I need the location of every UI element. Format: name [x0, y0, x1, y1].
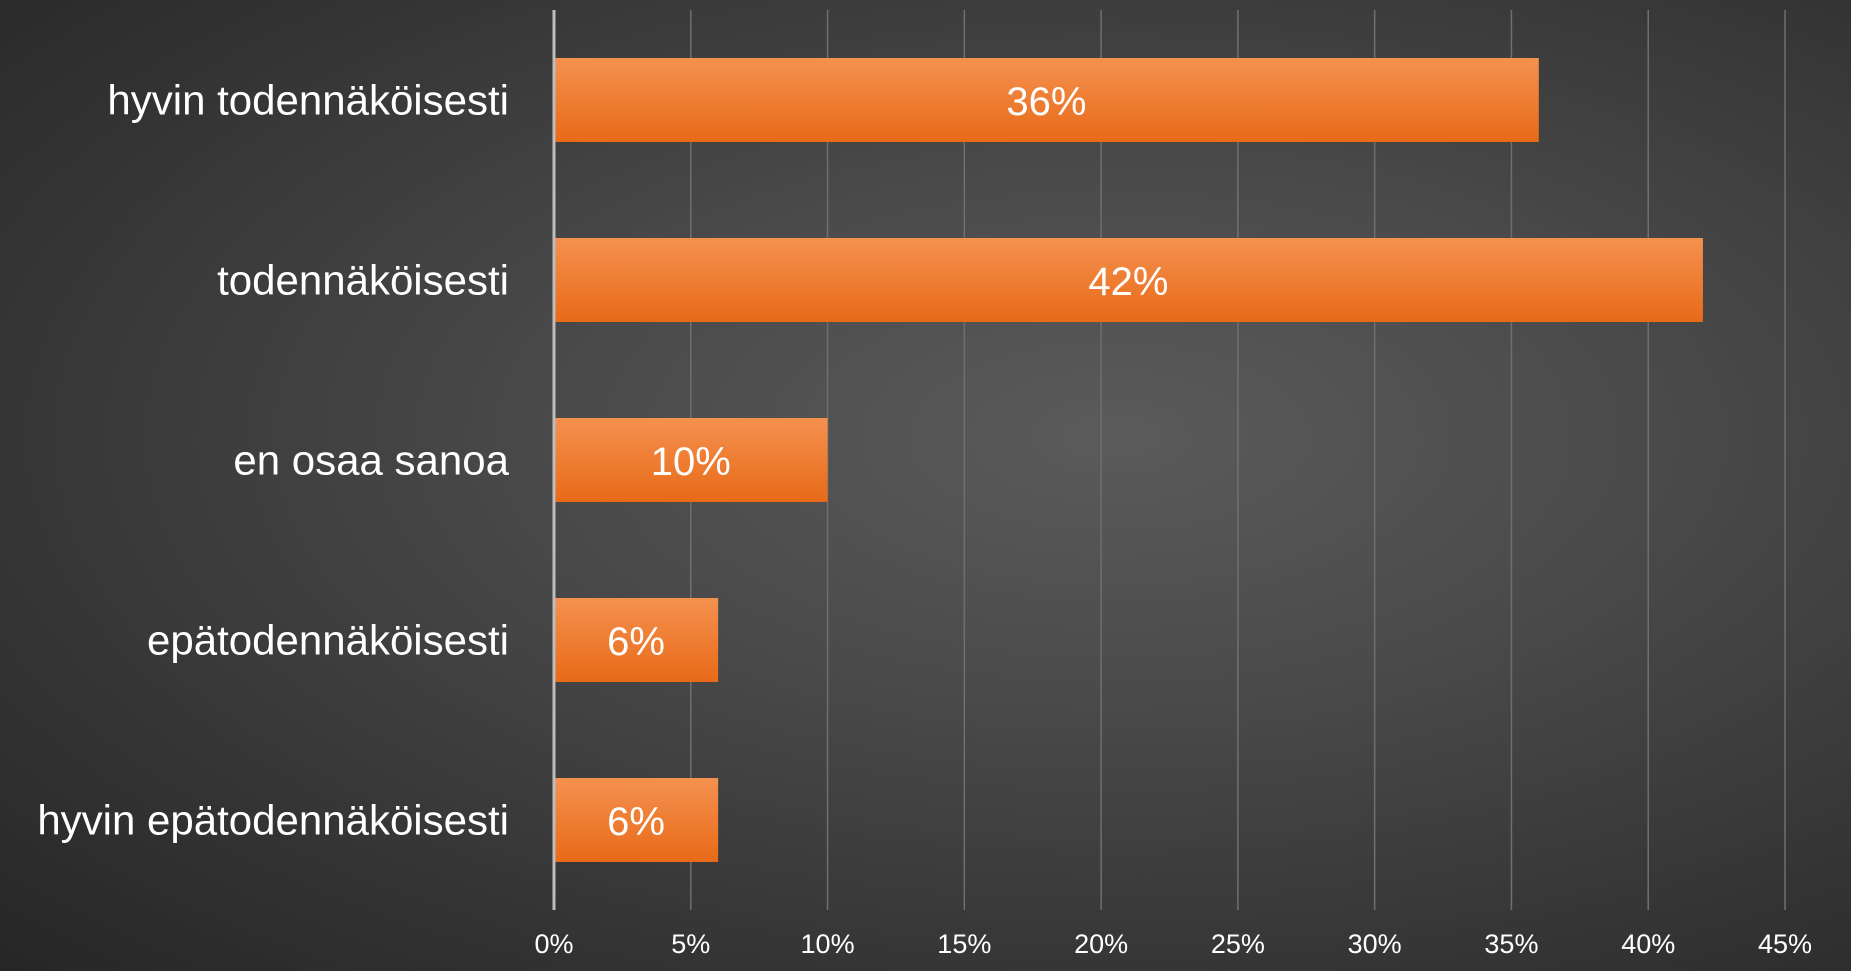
data-label-0: 36%	[1006, 80, 1086, 124]
data-label-2: 10%	[651, 440, 731, 484]
category-label-3: epätodennäköisesti	[147, 617, 509, 664]
data-label-1: 42%	[1088, 260, 1168, 304]
x-tick-label-15: 15%	[937, 929, 991, 959]
x-tick-label-30: 30%	[1348, 929, 1402, 959]
bars	[554, 58, 1703, 862]
x-tick-label-0: 0%	[534, 929, 573, 959]
gridlines	[690, 10, 1786, 910]
bar-3	[554, 598, 719, 682]
x-tick-label-20: 20%	[1074, 929, 1128, 959]
x-tick-label-5: 5%	[671, 929, 710, 959]
x-tick-label-35: 35%	[1484, 929, 1538, 959]
category-label-2: en osaa sanoa	[233, 437, 509, 484]
category-label-1: todennäköisesti	[217, 257, 509, 304]
category-labels: hyvin todennäköisesti todennäköisesti en o…	[37, 77, 509, 844]
data-labels: 36% 42% 10% 6% 6%	[607, 80, 1168, 844]
category-label-0: hyvin todennäköisesti	[107, 77, 509, 124]
bar-2	[554, 418, 828, 502]
category-label-4: hyvin epätodennäköisesti	[37, 797, 509, 844]
bar-0	[554, 58, 1539, 142]
data-label-3: 6%	[607, 620, 665, 664]
x-tick-labels: 0% 5% 10% 15% 20% 25% 30% 35% 40% 45%	[534, 929, 1812, 959]
x-tick-label-45: 45%	[1758, 929, 1812, 959]
data-label-4: 6%	[607, 800, 665, 844]
bar-4	[554, 778, 719, 862]
x-tick-label-25: 25%	[1211, 929, 1265, 959]
bar-1	[554, 238, 1703, 322]
x-tick-label-40: 40%	[1621, 929, 1675, 959]
x-tick-label-10: 10%	[801, 929, 855, 959]
